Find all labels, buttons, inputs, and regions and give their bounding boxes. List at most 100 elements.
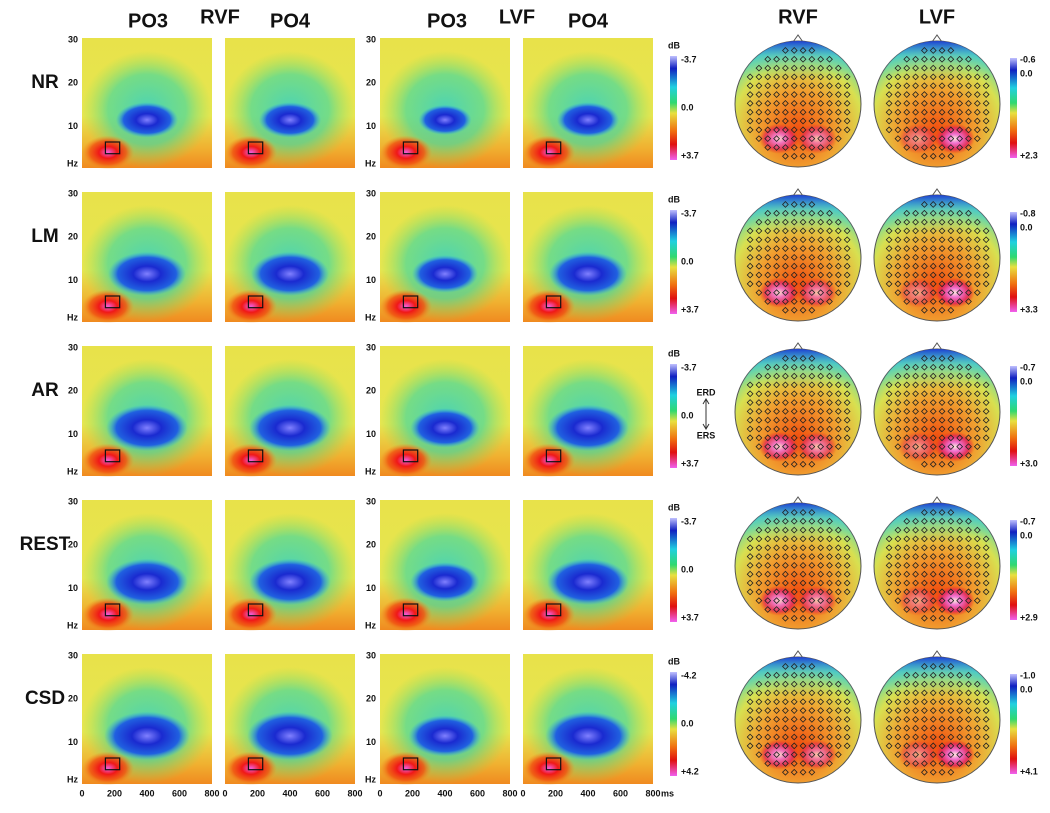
electrode — [921, 73, 928, 81]
electrode — [903, 108, 911, 116]
electrode — [903, 751, 911, 759]
electrode — [903, 363, 911, 371]
electrode — [790, 509, 798, 516]
electrode — [764, 236, 772, 244]
electrode — [894, 526, 902, 534]
electrode — [755, 108, 763, 116]
topo-blob — [934, 277, 975, 308]
electrode — [938, 209, 946, 217]
electrode — [929, 218, 937, 226]
electrode — [894, 64, 902, 72]
electrode — [982, 579, 990, 587]
electrode — [764, 82, 772, 90]
electrode — [903, 597, 911, 605]
electrode — [746, 724, 754, 732]
electrode — [903, 535, 911, 543]
electrode — [938, 614, 946, 622]
electrode — [834, 526, 842, 534]
electrode — [947, 689, 955, 697]
electrode — [808, 407, 816, 415]
electrode — [746, 236, 754, 244]
electrode — [956, 253, 964, 261]
electrode — [947, 663, 955, 670]
electrode — [947, 535, 955, 543]
electrode — [965, 570, 972, 578]
electrode — [938, 82, 946, 90]
electrode — [746, 733, 754, 741]
tf-ers-blob — [380, 597, 432, 632]
tf-erd-core — [106, 404, 188, 452]
electrode — [912, 698, 919, 706]
electrode — [746, 82, 754, 90]
electrode — [755, 262, 763, 270]
electrode — [973, 707, 981, 714]
electrode — [790, 460, 798, 468]
electrode — [782, 443, 789, 451]
electrode — [885, 588, 893, 596]
x-tick-label: 600 — [470, 788, 485, 798]
electrode — [965, 289, 972, 297]
tf-map — [380, 654, 510, 786]
electrode — [912, 526, 919, 534]
electrode — [912, 443, 919, 451]
electrode — [956, 544, 964, 552]
electrode — [938, 724, 946, 732]
electrode — [947, 724, 955, 732]
electrode — [894, 91, 902, 98]
electrode — [764, 517, 772, 525]
electrode — [965, 526, 972, 534]
electrode — [808, 733, 816, 741]
electrode — [894, 698, 902, 706]
electrode — [921, 355, 928, 362]
tf-erd-core — [106, 558, 188, 606]
electrode — [826, 707, 833, 714]
electrode — [947, 588, 955, 596]
electrode — [773, 209, 780, 217]
tf-erd-core — [249, 404, 331, 452]
electrode — [790, 698, 798, 706]
electrode — [903, 55, 911, 63]
electrode — [834, 64, 842, 72]
electrode — [790, 606, 798, 613]
electrode — [746, 416, 754, 424]
electrode — [929, 245, 937, 252]
electrode — [826, 733, 833, 741]
electrode — [921, 201, 928, 208]
topo-colorbar — [1010, 674, 1017, 774]
electrode — [894, 544, 902, 552]
electrode — [894, 262, 902, 270]
electrode — [826, 570, 833, 578]
electrode — [808, 724, 816, 732]
electrode — [903, 416, 911, 424]
electrode — [799, 588, 807, 596]
electrode — [903, 517, 911, 525]
electrode — [834, 553, 842, 560]
tf-erd-core — [104, 711, 190, 761]
electrode — [782, 152, 789, 160]
electrode — [843, 381, 851, 389]
electrode — [973, 561, 981, 569]
electrode — [921, 271, 928, 279]
tf-colorbar-label: 0.0 — [681, 256, 694, 266]
tf-erd-core — [115, 102, 179, 138]
electrode — [843, 126, 851, 134]
electrode — [817, 372, 825, 380]
electrode — [885, 126, 893, 134]
electrode — [790, 760, 798, 767]
electrode — [965, 144, 972, 151]
electrode — [929, 434, 937, 442]
electrode — [790, 91, 798, 98]
electrode — [921, 707, 928, 714]
electrode — [746, 271, 754, 279]
electrode — [764, 452, 772, 459]
tf-window — [104, 449, 121, 463]
electrode — [790, 707, 798, 714]
electrode — [956, 443, 964, 451]
electrode — [834, 390, 842, 398]
tf-ers-blob — [82, 597, 134, 632]
electrode — [903, 135, 911, 143]
scalp-cap — [735, 349, 861, 475]
electrode — [885, 262, 893, 270]
electrode — [799, 135, 807, 143]
electrode — [834, 579, 842, 587]
